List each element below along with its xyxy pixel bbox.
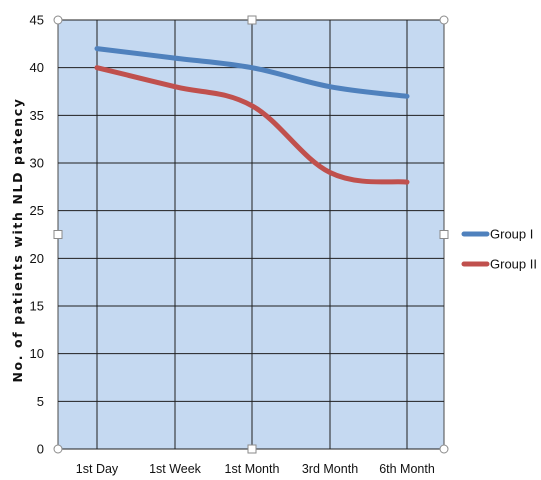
- x-tick-label: 1st Month: [225, 462, 280, 476]
- y-tick-label: 0: [37, 442, 44, 457]
- side-handle: [247, 15, 257, 25]
- corner-handle: [53, 444, 63, 454]
- x-tick-label: 1st Day: [76, 462, 119, 476]
- x-tick-label: 3rd Month: [302, 462, 358, 476]
- y-tick-label: 40: [30, 60, 44, 75]
- y-axis-title: No. of patients with NLD patency: [10, 97, 25, 382]
- y-tick-label: 45: [30, 13, 44, 28]
- selection-handles: [53, 15, 449, 454]
- y-tick-label: 15: [30, 299, 44, 314]
- side-handle: [247, 444, 257, 454]
- x-tick-label: 6th Month: [379, 462, 435, 476]
- y-tick-label: 5: [37, 394, 44, 409]
- plot-background: [57, 19, 445, 450]
- series-lines: [94, 46, 410, 185]
- x-tick-label: 1st Week: [149, 462, 202, 476]
- legend: Group I Group II: [461, 227, 537, 272]
- y-tick-label: 20: [30, 251, 44, 266]
- corner-handle: [439, 444, 449, 454]
- series-line-2: [94, 65, 410, 185]
- series-line-1: [94, 46, 410, 99]
- y-tick-label: 35: [30, 108, 44, 123]
- y-tick-label: 25: [30, 203, 44, 218]
- y-tick-label: 30: [30, 156, 44, 171]
- legend-label: Group II: [490, 257, 537, 272]
- corner-handle: [439, 15, 449, 25]
- y-axis-ticks: 0 5 10 15 20 25 30 35 40 45: [30, 13, 44, 457]
- side-handle: [439, 230, 449, 239]
- x-axis-ticks: 1st Day 1st Week 1st Month 3rd Month 6th Mon…: [76, 462, 435, 476]
- legend-label: Group I: [490, 227, 533, 242]
- y-tick-label: 10: [30, 346, 44, 361]
- corner-handle: [53, 15, 63, 25]
- side-handle: [53, 230, 63, 239]
- plot-area: [57, 19, 445, 450]
